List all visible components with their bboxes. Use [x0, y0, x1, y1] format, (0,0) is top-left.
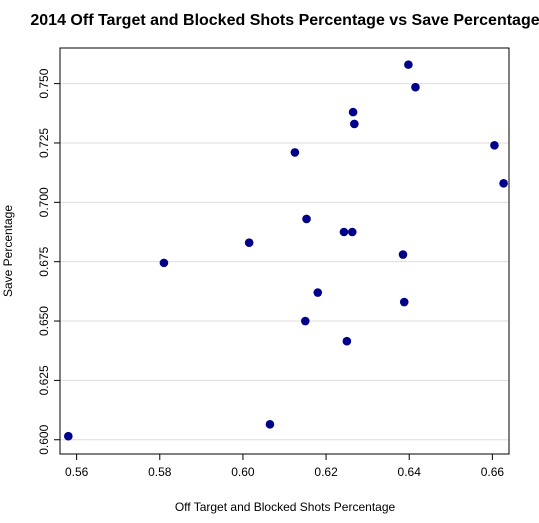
x-tick-label: 0.64 [398, 465, 422, 479]
data-point [300, 316, 310, 326]
data-points [64, 60, 508, 441]
data-point [404, 60, 413, 69]
data-point [339, 227, 349, 237]
x-tick-label: 0.62 [314, 465, 338, 479]
x-tick-label: 0.58 [148, 465, 172, 479]
data-point [399, 297, 409, 307]
data-point [411, 82, 420, 92]
y-tick-label: 0.625 [37, 365, 51, 395]
data-point [347, 227, 357, 237]
y-tick-label: 0.600 [37, 424, 51, 454]
data-point [350, 119, 359, 129]
chart-title: 2014 Off Target and Blocked Shots Percen… [30, 12, 539, 29]
y-tick-label: 0.725 [37, 128, 51, 158]
y-tick-label: 0.700 [37, 187, 51, 217]
x-axis-label: Off Target and Blocked Shots Percentage [175, 500, 396, 514]
gridlines [60, 83, 509, 441]
data-point [265, 420, 275, 429]
x-tick-label: 0.66 [481, 465, 505, 479]
data-point [159, 258, 169, 268]
plot-area [59, 47, 510, 455]
data-point [490, 141, 499, 150]
y-tick-label: 0.650 [37, 306, 51, 336]
y-tick-label: 0.750 [37, 68, 51, 98]
y-axis-label: Save Percentage [1, 205, 15, 297]
data-point [244, 238, 254, 247]
data-point [348, 107, 358, 117]
y-axis: 0.600 0.625 0.650 0.675 0.700 0.725 0.750 [37, 68, 61, 455]
data-point [398, 250, 408, 259]
data-point [64, 431, 73, 441]
data-point [342, 336, 352, 346]
data-point [290, 148, 300, 157]
y-tick-label: 0.675 [37, 246, 51, 276]
data-point [313, 288, 323, 297]
data-point [302, 214, 311, 224]
x-tick-label: 0.56 [65, 465, 89, 479]
data-point [499, 179, 508, 188]
x-axis: 0.56 0.58 0.60 0.62 0.64 0.66 [65, 453, 505, 479]
x-tick-label: 0.60 [231, 465, 255, 479]
